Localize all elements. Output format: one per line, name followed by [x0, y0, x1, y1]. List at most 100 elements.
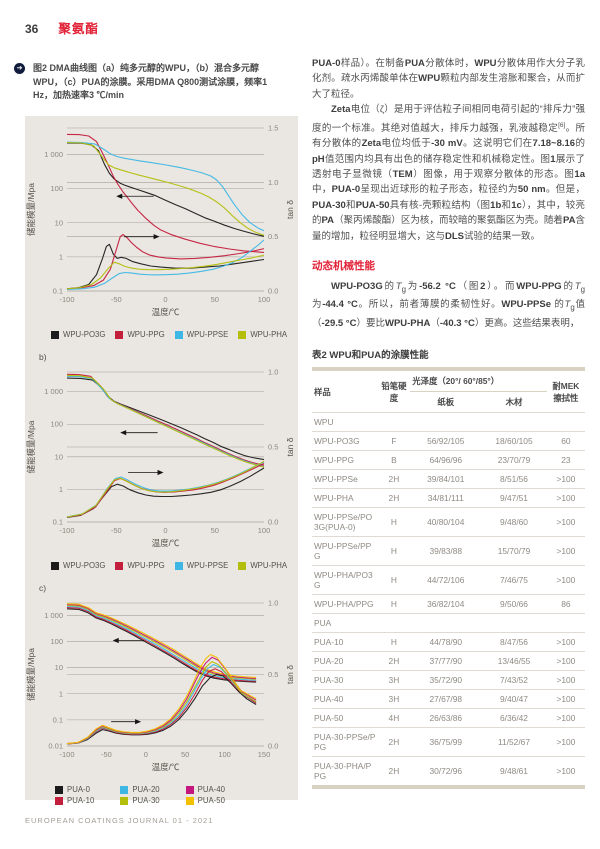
column-header-gloss: 光泽度（20°/ 60°/85°） — [410, 369, 547, 393]
series-PUA-20-storage — [66, 605, 257, 681]
cell-mek: >100 — [556, 713, 576, 724]
svg-text:0.1: 0.1 — [53, 518, 63, 527]
legend-item: PUA-20 — [120, 785, 160, 794]
left-axis-arrow-icon — [116, 193, 123, 199]
table-row: PUA-10 H 44/78/90 8/47/56 >100 — [312, 632, 585, 652]
table-row: PUA-40 3H 27/67/98 9/40/47 >100 — [312, 689, 585, 709]
cell-wood: 9/48/60 — [500, 517, 528, 528]
cell-mek: >100 — [556, 575, 576, 586]
right-axis-arrow-icon — [135, 719, 142, 725]
legend-label: WPU-PO3G — [63, 561, 106, 570]
left-axis-arrow-icon — [112, 637, 119, 644]
svg-text:100: 100 — [258, 526, 271, 535]
cell-hardness: 3H — [388, 675, 400, 686]
legend-label: WPU-PPG — [127, 330, 165, 339]
legend-item: PUA-40 — [185, 785, 225, 794]
legend-label: PUA-50 — [197, 796, 225, 805]
cell-mek: 60 — [561, 436, 571, 447]
cell-sample: WPU-PHA/PO3G — [314, 570, 373, 591]
svg-text:-100: -100 — [59, 750, 74, 759]
cell-wood: 9/47/51 — [500, 493, 528, 504]
series-WPU-PPSE-storage — [66, 141, 265, 232]
cell-sample: WPU-PPSe/PPG — [314, 541, 372, 562]
series-WPU-PHA-tan — [66, 254, 265, 290]
cell-mek: >100 — [556, 546, 576, 557]
table-row: WPU-PHA/PPG H 36/82/104 9/50/66 86 — [312, 594, 585, 614]
column-header-paperboard: 纸板 — [437, 397, 455, 408]
legend-item: WPU-PO3G — [51, 330, 105, 339]
cell-paper: 30/72/96 — [429, 766, 463, 777]
table-row: PUA-30-PPSe/PPG 2H 36/75/99 11/52/67 >100 — [312, 727, 585, 757]
figure-panel: 0.1 1 10 100 1 000 0.0 0.5 1.0 1.5 -100 -50 0 50 100 温… — [25, 116, 298, 805]
legend-swatch-icon — [174, 330, 183, 339]
cell-hardness: H — [390, 599, 397, 610]
svg-text:储能模量/Mpa: 储能模量/Mpa — [26, 420, 36, 473]
cell-sample: WPU-PPSe/PO3G(PUA-0) — [314, 512, 373, 533]
cell-sample: PUA-30 — [314, 675, 344, 686]
cell-mek: >100 — [556, 737, 576, 748]
right-axis-arrow-icon — [157, 469, 164, 476]
svg-text:50: 50 — [211, 526, 219, 535]
cell-paper: 37/77/90 — [429, 656, 463, 667]
group-row-label: PUA — [314, 618, 332, 629]
paragraph-2: Zeta电位（ζ）是用于评估粒子间相同电荷引起的“排斥力”强度的一个标准。其绝对… — [312, 104, 585, 242]
svg-text:0.5: 0.5 — [268, 443, 278, 452]
legend-swatch-icon — [51, 561, 59, 570]
dma-chart-a: 0.1 1 10 100 1 000 0.0 0.5 1.0 1.5 -100 -50 0 50 100 温… — [25, 120, 298, 330]
cell-sample: PUA-50 — [314, 713, 344, 724]
cell-wood: 11/52/67 — [498, 737, 530, 748]
cell-hardness: H — [390, 517, 397, 528]
cell-paper: 44/78/90 — [429, 637, 463, 648]
cell-hardness: 3H — [388, 694, 400, 705]
svg-text:1 000: 1 000 — [44, 150, 63, 159]
cell-sample: PUA-40 — [314, 694, 344, 705]
cell-paper: 44/72/106 — [427, 575, 465, 586]
paragraph-1: PUA-0样品）。在制备PUA分散体时，WPU分散体用作大分子乳化剂。疏水丙烯酸… — [312, 58, 585, 100]
svg-text:0.5: 0.5 — [268, 670, 278, 679]
performance-table: 样品 铅笔硬度 光泽度（20°/ 60°/85°） 耐MEK擦拭性 纸板 木材 … — [312, 367, 585, 790]
series-PUA-0-storage — [66, 608, 257, 683]
legend-swatch-icon — [238, 330, 247, 339]
chart-a-legend: WPU-PO3G WPU-PPG WPU-PPSE WPU-PHA — [51, 330, 298, 346]
legend-label: WPU-PPSE — [186, 330, 229, 339]
svg-text:0.1: 0.1 — [53, 715, 63, 724]
svg-text:1 000: 1 000 — [44, 387, 63, 396]
chart-c-legend: PUA-0 PUA-20 PUA-40 PUA-10 PUA-30 PUA-50 — [55, 785, 298, 811]
series-WPU-PHA-storage — [66, 374, 265, 468]
svg-text:1: 1 — [59, 485, 63, 494]
legend-label: WPU-PO3G — [63, 330, 106, 339]
legend-swatch-icon — [115, 561, 124, 570]
section-title: 聚氨酯 — [58, 22, 99, 36]
table-row: WPU-PHA/PO3G H 44/72/106 7/46/75 >100 — [312, 565, 585, 595]
cell-wood: 8/47/56 — [500, 637, 528, 648]
table-row: WPU-PPSe 2H 39/84/101 8/51/56 >100 — [312, 469, 585, 489]
legend-item: WPU-PPSE — [174, 330, 229, 339]
cell-paper: 64/96/96 — [429, 455, 463, 466]
legend-item: WPU-PHA — [238, 561, 287, 570]
svg-text:100: 100 — [50, 637, 63, 646]
table-row: PUA-30 3H 35/72/90 7/43/52 >100 — [312, 670, 585, 690]
chart-svg: 0.01 0.1 1 10 100 1 000 0.0 0.5 1.0 -100 -50 0 50 100… — [26, 599, 295, 773]
column-header-mek: 耐MEK擦拭性 — [552, 380, 580, 403]
cell-mek: >100 — [556, 474, 576, 485]
cell-hardness: 2H — [388, 474, 400, 485]
svg-text:0.0: 0.0 — [268, 742, 278, 751]
cell-paper: 34/81/111 — [427, 493, 464, 504]
series-PUA-10-tan — [66, 668, 257, 745]
legend-label: WPU-PHA — [250, 330, 288, 339]
table-title: 表2 WPU和PUA的涂膜性能 — [312, 350, 429, 362]
svg-text:100: 100 — [258, 295, 271, 304]
svg-text:1: 1 — [59, 689, 63, 698]
cell-hardness: 2H — [388, 656, 400, 667]
chart-svg: 0.1 1 10 100 1 000 0.0 0.5 1.0 1.5 -100 -50 0 50 100 温… — [26, 124, 295, 318]
cell-paper: 35/72/90 — [429, 675, 463, 686]
cell-paper: 39/84/101 — [427, 474, 465, 485]
legend-swatch-icon — [238, 561, 247, 570]
dma-chart-c: 0.01 0.1 1 10 100 1 000 0.0 0.5 1.0 -100 -50 0 50 100… — [25, 595, 298, 785]
legend-swatch-icon — [120, 785, 129, 794]
legend-label: PUA-20 — [132, 785, 160, 794]
right-axis-arrow-icon — [153, 234, 160, 240]
svg-text:0.0: 0.0 — [268, 518, 278, 527]
svg-text:1.0: 1.0 — [268, 178, 278, 187]
cell-sample: WPU-PHA/PPG — [314, 599, 374, 610]
